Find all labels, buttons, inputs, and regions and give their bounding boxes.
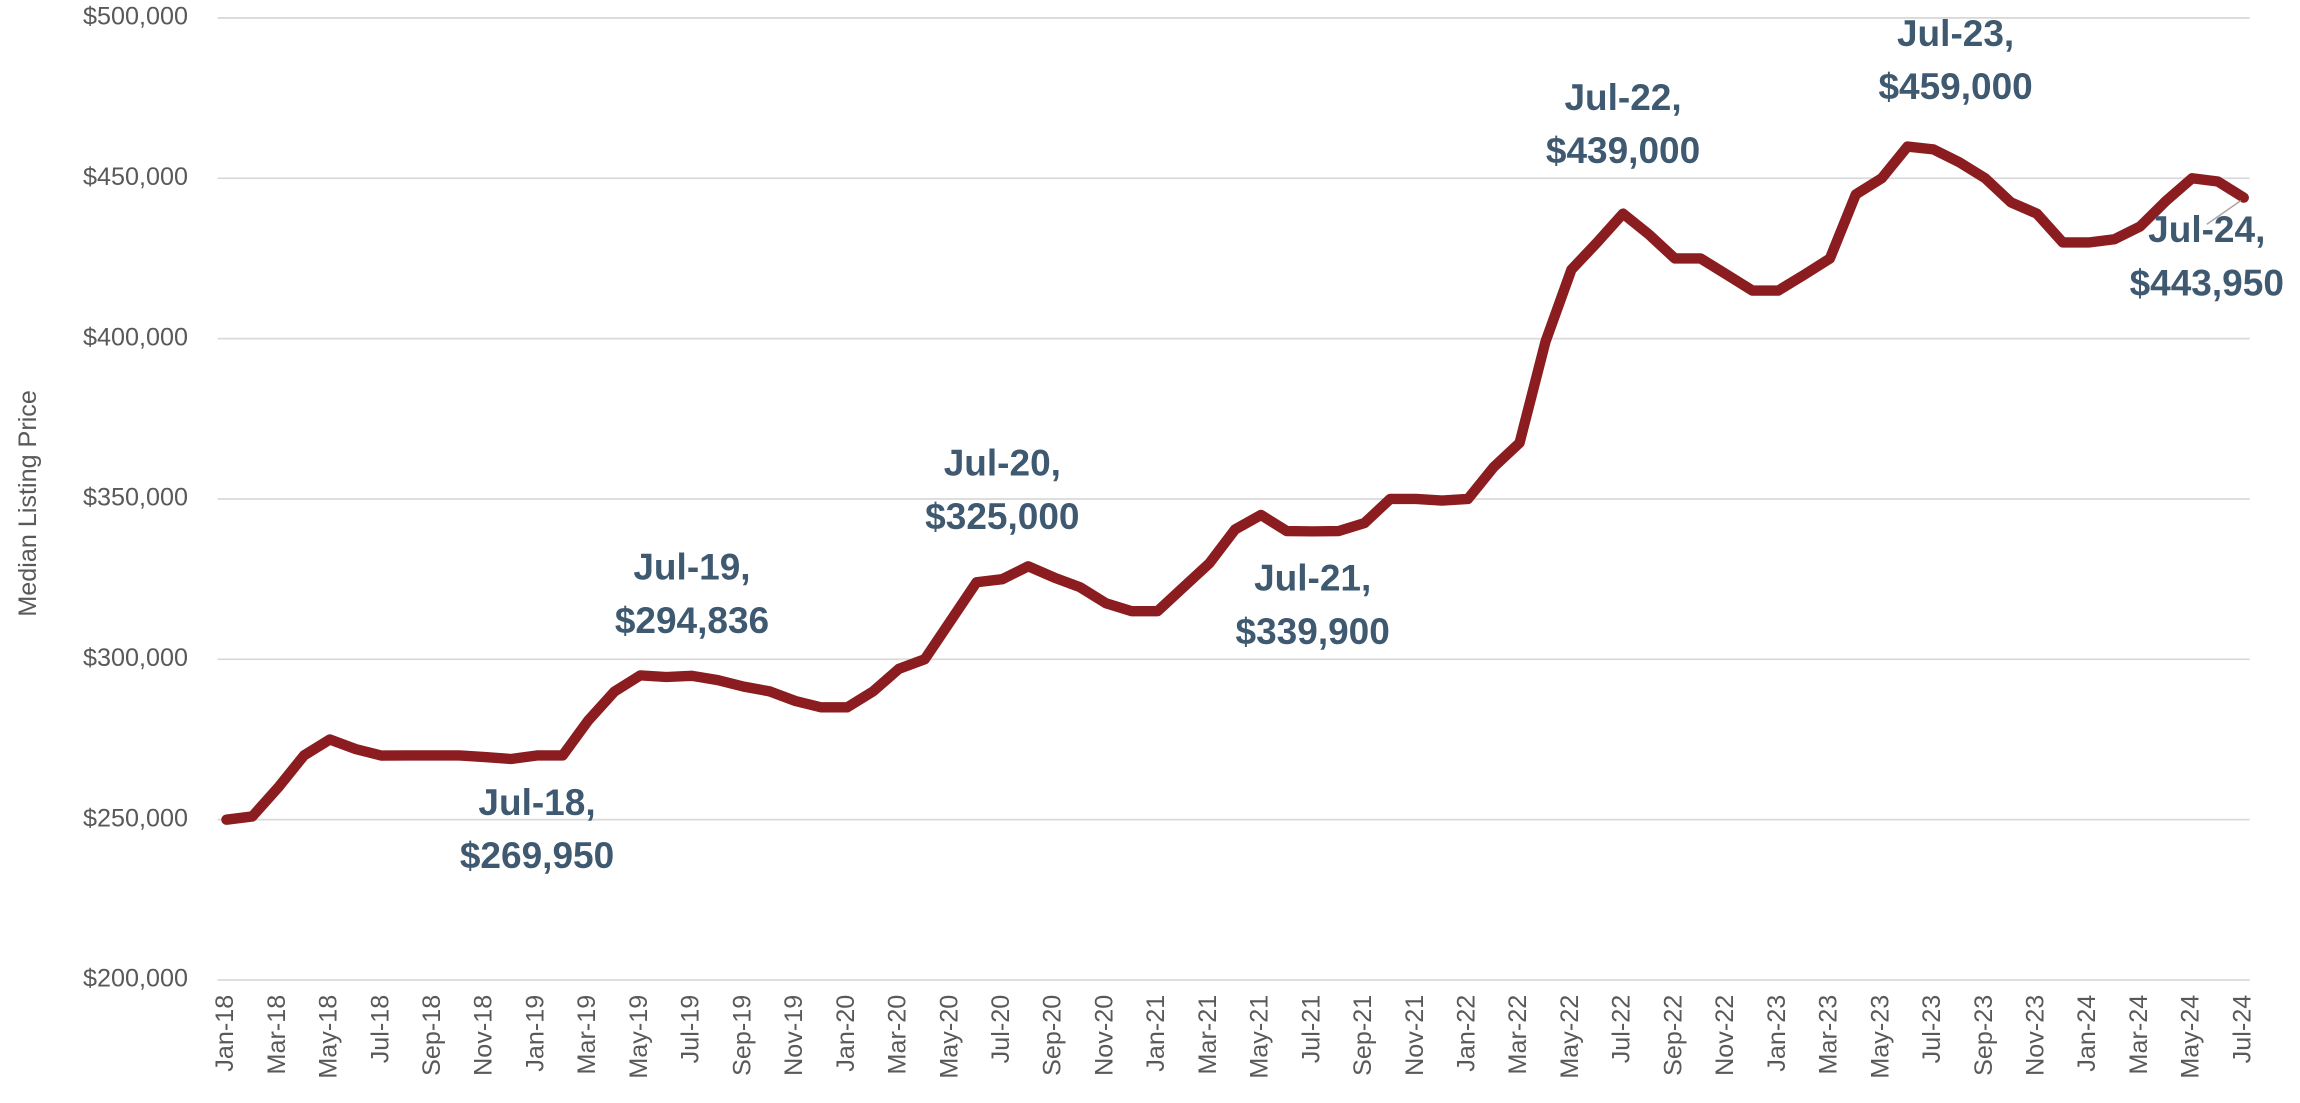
x-tick-label: Jul-24 <box>2228 995 2256 1064</box>
x-tick-label: Nov-18 <box>470 995 498 1076</box>
y-tick-label: $250,000 <box>83 804 188 832</box>
data-label: $325,000 <box>925 496 1079 537</box>
x-tick-label: May-23 <box>1866 995 1894 1079</box>
line <box>221 141 2249 825</box>
x-tick-label: Mar-18 <box>263 995 291 1075</box>
x-tick-label: Jan-24 <box>2073 995 2101 1072</box>
x-tick-label: Jul-22 <box>1608 995 1636 1064</box>
x-tick-label: Sep-23 <box>1970 995 1998 1076</box>
x-tick-label: May-18 <box>315 995 343 1079</box>
x-tick-label: Jul-23 <box>1918 995 1946 1064</box>
x-tick-label: May-21 <box>1246 995 1274 1079</box>
x-tick-label: May-24 <box>2177 995 2205 1079</box>
data-label: $439,000 <box>1546 130 1700 171</box>
leader-line <box>2206 200 2242 225</box>
data-label: $459,000 <box>1878 66 2032 107</box>
data-label: $294,836 <box>615 600 769 641</box>
y-tick-label: $500,000 <box>83 3 188 31</box>
data-label: $269,950 <box>460 835 614 876</box>
x-tick-label: Nov-22 <box>1711 995 1739 1076</box>
x-tick-label: Mar-20 <box>884 995 912 1075</box>
x-tick-label: Sep-20 <box>1039 995 1067 1076</box>
x-tick-label: Jul-18 <box>366 995 394 1064</box>
data-label: Jul-23, <box>1897 13 2014 54</box>
x-tick-label: Nov-20 <box>1090 995 1118 1076</box>
x-tick-label: Nov-21 <box>1401 995 1429 1076</box>
x-tick-label: Jan-23 <box>1763 995 1791 1072</box>
x-tick-label: Jan-20 <box>832 995 860 1072</box>
x-tick-label: Jul-21 <box>1297 995 1325 1064</box>
data-label: Jul-18, <box>478 782 595 823</box>
x-tick-label: Mar-22 <box>1504 995 1532 1075</box>
y-axis-label: Median Listing Price <box>14 390 42 617</box>
x-tick-label: May-22 <box>1556 995 1584 1079</box>
data-label: Jul-22, <box>1564 77 1681 118</box>
data-label: $443,950 <box>2130 262 2284 303</box>
x-tick-label: Mar-19 <box>573 995 601 1075</box>
x-tick-label: Jan-21 <box>1142 995 1170 1072</box>
x-tick-label: Mar-21 <box>1194 995 1222 1075</box>
x-tick-label: May-20 <box>935 995 963 1079</box>
x-tick-label: Sep-19 <box>728 995 756 1076</box>
x-tick-label: Mar-23 <box>1815 995 1843 1075</box>
data-label: Jul-24, <box>2148 209 2265 250</box>
x-tick-label: Jan-19 <box>521 995 549 1072</box>
y-tick-label: $350,000 <box>83 484 188 512</box>
x-tick-label: Sep-18 <box>418 995 446 1076</box>
y-tick-label: $200,000 <box>83 965 188 993</box>
x-tick-label: Jan-22 <box>1453 995 1481 1072</box>
data-label: Jul-21, <box>1254 558 1371 599</box>
x-tick-label: Jul-20 <box>987 995 1015 1064</box>
x-tick-label: Mar-24 <box>2125 995 2153 1075</box>
data-label: Jul-20, <box>944 443 1061 484</box>
x-tick-label: Jul-19 <box>677 995 705 1064</box>
x-tick-label: Jan-18 <box>211 995 239 1072</box>
data-label: Jul-19, <box>633 547 750 588</box>
x-tick-label: Nov-19 <box>780 995 808 1076</box>
y-tick-label: $450,000 <box>83 163 188 191</box>
data-label: $339,900 <box>1236 611 1390 652</box>
x-tick-label: May-19 <box>625 995 653 1079</box>
y-tick-label: $300,000 <box>83 644 188 672</box>
y-tick-label: $400,000 <box>83 323 188 351</box>
x-tick-label: Sep-21 <box>1349 995 1377 1076</box>
x-tick-label: Sep-22 <box>1659 995 1687 1076</box>
x-tick-label: Nov-23 <box>2021 995 2049 1076</box>
